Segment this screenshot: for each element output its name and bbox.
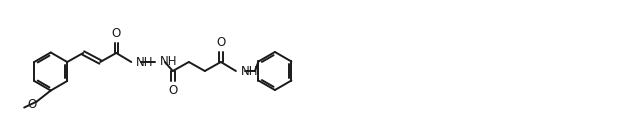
Text: O: O [28, 98, 37, 111]
Text: O: O [216, 36, 226, 50]
Text: NH: NH [160, 55, 178, 68]
Text: NH: NH [136, 56, 154, 69]
Text: NH: NH [240, 65, 258, 78]
Text: O: O [168, 83, 178, 96]
Text: O: O [112, 27, 121, 40]
